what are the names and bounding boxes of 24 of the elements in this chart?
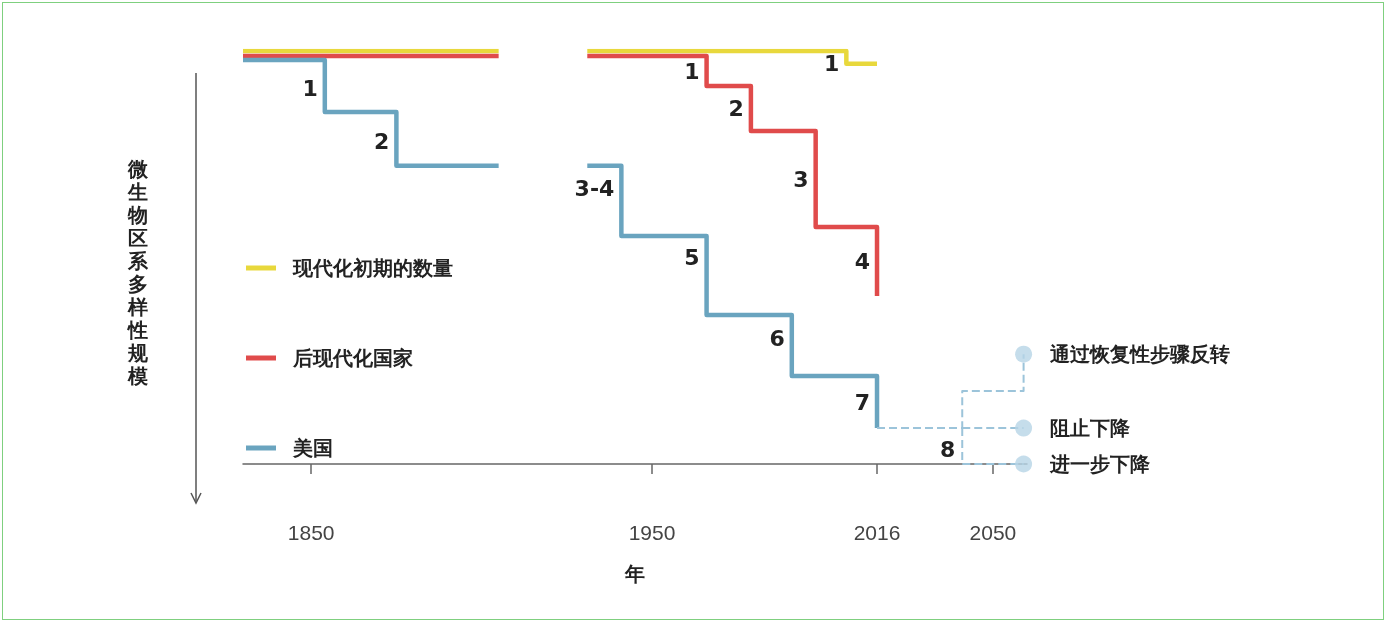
annotation: 2	[728, 96, 744, 122]
legend-label: 后现代化国家	[292, 346, 413, 370]
annotation: 3-4	[574, 176, 615, 202]
annotation: 1	[684, 59, 700, 85]
annotation: 7	[854, 389, 871, 415]
annotation: 阻止下降	[1049, 416, 1131, 441]
annotation: 6	[769, 325, 785, 351]
text: 微生物区系多样性规模	[128, 157, 148, 388]
legend-label: 现代化初期的数量	[292, 256, 453, 280]
annotation: 进一步下降	[1048, 452, 1151, 476]
x-tick-label: 2016	[853, 521, 901, 544]
annotation: 2	[374, 129, 390, 155]
annotation: 5	[684, 245, 700, 271]
x-tick-label: 2050	[969, 521, 1017, 544]
annotation: 1	[302, 76, 318, 102]
legend-label: 美国	[292, 436, 333, 460]
x-tick-label: 1850	[287, 521, 335, 544]
annotation: 通过恢复性步骤反转	[1048, 342, 1230, 367]
annotation: 1	[824, 51, 840, 77]
x-axis-title: 年	[624, 563, 645, 585]
annotation: 4	[854, 249, 871, 275]
x-tick-label: 1950	[628, 521, 676, 544]
annotation: 8	[939, 437, 956, 463]
annotation: 3	[793, 166, 809, 192]
